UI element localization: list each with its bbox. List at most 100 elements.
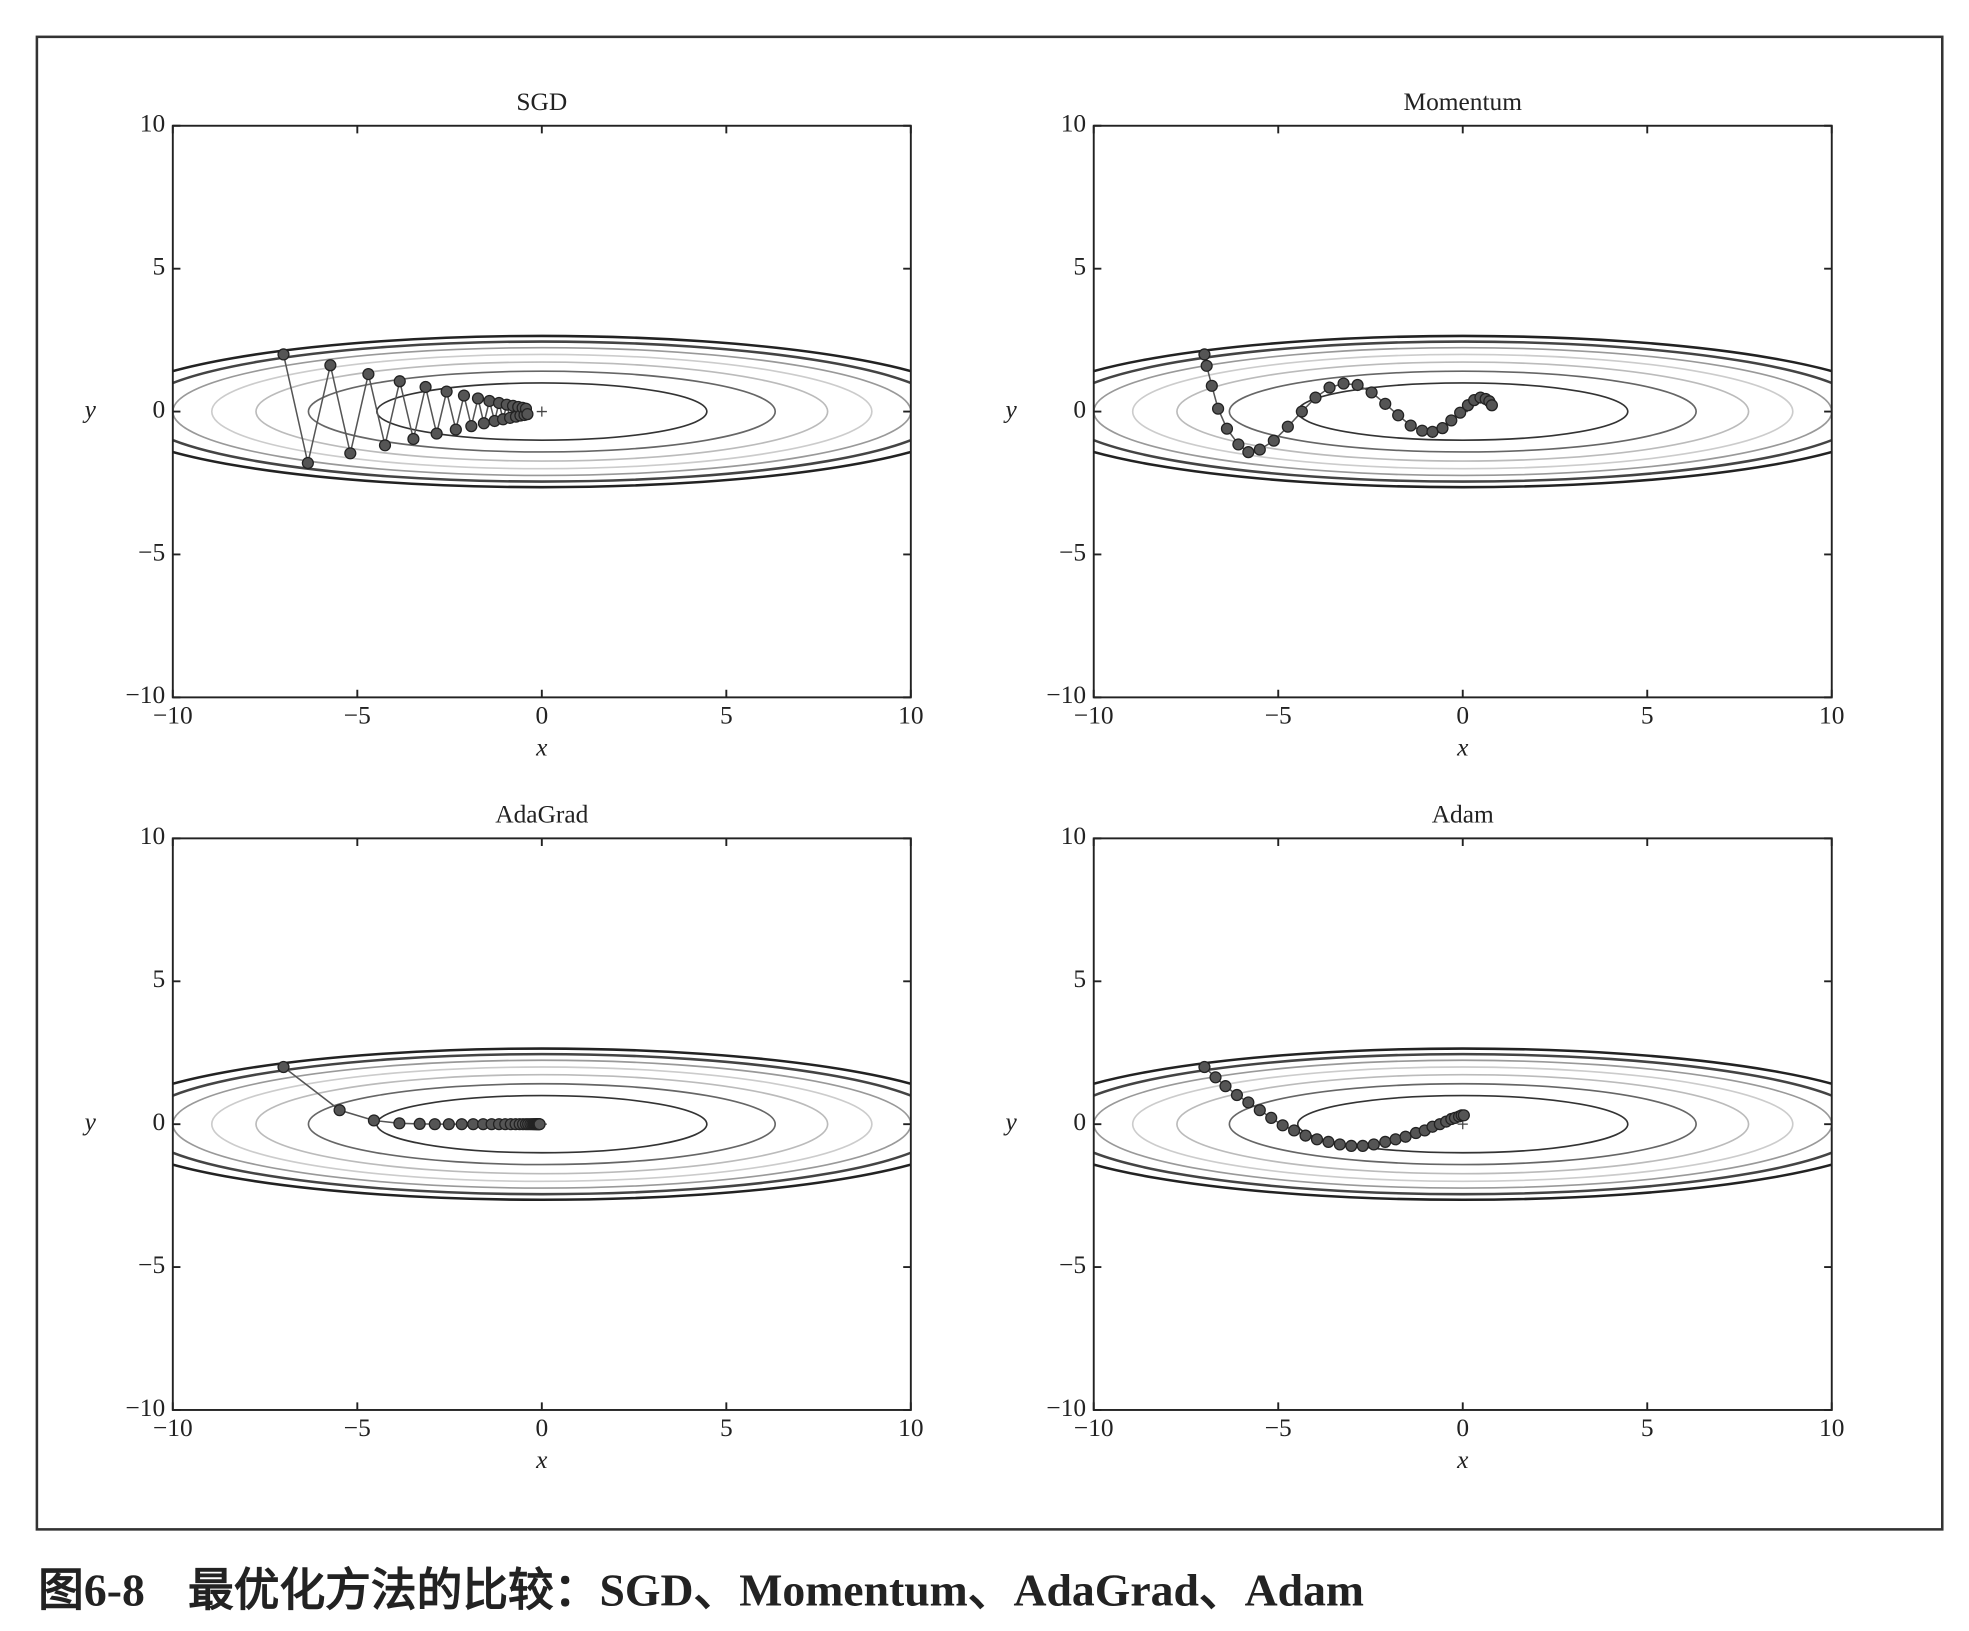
point [1351,378,1364,392]
point [1288,1124,1301,1137]
point [1281,420,1294,433]
point [362,368,375,381]
contour [210,353,873,470]
y-tick-label: −5 [138,538,165,566]
y-tick-label: 0 [152,1108,165,1136]
contours [1093,1047,1832,1202]
contour [1093,1047,1832,1202]
contour [172,340,911,483]
x-axis-label: x [1456,1446,1469,1474]
x-axis-label: x [535,1446,548,1474]
point [1209,1071,1222,1084]
x-tick-label: −5 [344,702,371,730]
contour [307,370,777,453]
point [1345,1139,1358,1152]
caption-number: 图6-8 [38,1565,145,1616]
x-tick-label: −10 [1074,702,1114,730]
y-tick-label: 10 [1061,110,1086,138]
point [1323,381,1336,394]
x-tick-label: 5 [1641,1414,1654,1442]
y-tick-label: 0 [1073,1108,1086,1136]
point [467,1118,480,1131]
y-tick-label: −10 [125,681,165,709]
point [1337,377,1350,390]
subplot-title: SGD [516,88,567,116]
y-axis-label: y [82,395,97,423]
point [419,380,432,394]
point [442,1118,455,1131]
point [1242,446,1255,459]
point [344,447,357,460]
point [449,423,462,436]
y-axis-label: y [1003,395,1018,423]
subplot-title: Adam [1432,801,1494,829]
point [1242,1096,1255,1109]
point [1198,348,1211,361]
point [393,375,406,388]
y-tick-label: 5 [152,965,165,993]
point [1333,1138,1346,1151]
point [1232,438,1245,451]
contours [172,334,911,489]
contour [172,1059,911,1189]
point [1379,1135,1392,1148]
contour [1131,353,1794,470]
x-tick-label: 5 [720,702,733,730]
contour [1228,1082,1697,1166]
point [1253,1104,1266,1117]
y-axis-label: y [1003,1108,1018,1136]
point [333,1104,346,1117]
subplot: −10 −5 0 5 10 −10 −5 0 5 10 SGD x y [82,88,924,761]
point [1200,359,1213,372]
point [1211,402,1225,415]
y-tick-label: −5 [1059,538,1086,566]
point [533,1118,546,1131]
y-tick-label: 5 [152,252,165,280]
point [393,1117,406,1130]
x-tick-label: 10 [1819,1414,1844,1442]
point [378,439,392,452]
point [1309,391,1322,404]
point [1426,425,1439,438]
point [1416,424,1429,437]
subplot: −10 −5 0 5 10 −10 −5 0 5 10 Momentum x y [1003,88,1845,761]
point [440,385,453,398]
point [1454,406,1467,419]
point [1322,1135,1335,1148]
point [1219,1080,1232,1093]
x-axis-label: x [1456,733,1469,761]
point [367,1114,381,1127]
y-tick-label: 10 [140,822,165,850]
subplot-title: Momentum [1403,88,1522,116]
contour [255,1073,829,1175]
subplot: −10 −5 0 5 10 −10 −5 0 5 10 Adam x y [1003,801,1845,1474]
point [277,348,290,361]
contours [1093,334,1832,489]
point [1310,1133,1324,1146]
contour [172,1047,911,1202]
x-tick-label: 0 [535,702,548,730]
x-tick-label: 0 [1456,702,1469,730]
y-tick-label: 5 [1073,252,1086,280]
point [1379,397,1392,410]
contour [1093,340,1832,483]
point [1299,1129,1312,1142]
y-tick-label: −5 [138,1251,165,1279]
y-tick-label: −5 [1059,1251,1086,1279]
contour [172,334,911,489]
point [1198,1060,1211,1074]
contour [1296,1094,1629,1154]
y-tick-label: −10 [125,1394,165,1422]
x-tick-label: −10 [153,1414,193,1442]
x-tick-label: −5 [1265,702,1292,730]
point [521,408,534,421]
contour [1093,346,1832,477]
x-tick-label: 5 [720,1414,733,1442]
x-tick-label: −5 [1265,1414,1292,1442]
point [457,389,471,402]
x-tick-label: 0 [535,1414,548,1442]
point [1365,386,1378,399]
point [477,417,490,430]
